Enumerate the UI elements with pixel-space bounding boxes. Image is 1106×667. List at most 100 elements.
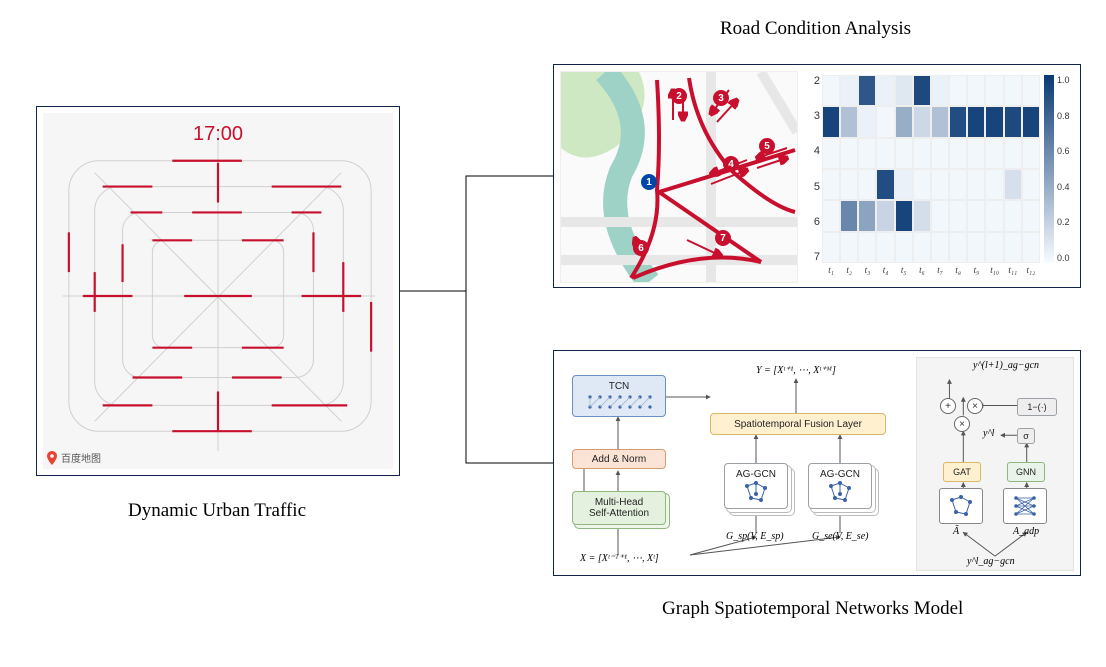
heatmap-cell — [985, 232, 1003, 263]
heatmap-cell — [1004, 106, 1022, 137]
math-gsp: G_sp(V, E_sp) — [726, 531, 784, 542]
heatmap-cell — [949, 138, 967, 169]
heatmap-cell — [822, 138, 840, 169]
math-y-out: Y = [Xᵗ⁺¹, ⋯, Xᵗ⁺ᴹ] — [756, 365, 836, 376]
heatmap-cell — [1022, 138, 1040, 169]
heatmap-x-tick: t₆ — [913, 265, 931, 281]
heatmap-grid — [822, 75, 1040, 263]
block-sigma: σ — [1017, 428, 1035, 444]
intersection-node-7: 7 — [715, 230, 731, 246]
heatmap-y-tick: 3 — [806, 110, 820, 122]
bipartite-icon — [1010, 494, 1040, 518]
heatmap: 234567 t₁t₂t₃t₄t₅t₆t₇t₈t₉t₁₀t₁₁t₁₂ 1.00.… — [806, 71, 1074, 281]
math-x-in: X = [Xᵗ⁻ᵀ⁺¹, ⋯, Xᵗ] — [580, 553, 659, 564]
panel-dynamic-urban-traffic: 17:00 百度地图 — [36, 106, 400, 476]
heatmap-cell — [913, 75, 931, 106]
intersection-node-4: 4 — [723, 156, 739, 172]
heatmap-cell — [985, 200, 1003, 231]
heatmap-cell — [985, 169, 1003, 200]
heatmap-cell — [1022, 200, 1040, 231]
math-Atilde: Ã — [953, 526, 959, 537]
heatmap-x-tick: t₁ — [822, 265, 840, 281]
heatmap-cell — [876, 200, 894, 231]
caption-model: Graph Spatiotemporal Networks Model — [662, 598, 963, 620]
heatmap-cell — [858, 75, 876, 106]
panel-road-condition-analysis: 1234567 234567 t₁t₂t₃t₄t₅t₆t₇t₈t₉t₁₀t₁₁t… — [553, 64, 1081, 288]
heatmap-cell — [967, 232, 985, 263]
heatmap-cell — [985, 75, 1003, 106]
op-mult-2: × — [967, 398, 983, 414]
heatmap-y-tick: 7 — [806, 251, 820, 263]
heatmap-cell — [985, 138, 1003, 169]
heatmap-cell — [895, 75, 913, 106]
colorbar-tick: 0.2 — [1057, 217, 1070, 227]
heatmap-cell — [1022, 75, 1040, 106]
heatmap-cell — [858, 106, 876, 137]
heatmap-x-tick: t₁₁ — [1004, 265, 1022, 281]
heatmap-x-tick: t₃ — [858, 265, 876, 281]
op-mult-1: × — [954, 416, 970, 432]
aggcn-2-label: AG-GCN — [820, 469, 860, 480]
block-addnorm: Add & Norm — [572, 449, 666, 469]
caption-dynamic-urban-traffic: Dynamic Urban Traffic — [128, 500, 306, 522]
colorbar-tick: 0.0 — [1057, 253, 1070, 263]
graph-icon — [741, 480, 771, 504]
heatmap-cell — [967, 200, 985, 231]
heatmap-cell — [895, 169, 913, 200]
heatmap-cell — [931, 232, 949, 263]
heatmap-cell — [840, 169, 858, 200]
heatmap-cell — [840, 200, 858, 231]
heatmap-cell — [949, 169, 967, 200]
heatmap-x-tick: t₄ — [876, 265, 894, 281]
colorbar-tick: 1.0 — [1057, 75, 1070, 85]
title-road-condition-analysis: Road Condition Analysis — [720, 18, 911, 40]
heatmap-cell — [822, 106, 840, 137]
traffic-map-time: 17:00 — [193, 123, 243, 146]
heatmap-cell — [858, 138, 876, 169]
figure-canvas: Road Condition Analysis — [0, 0, 1106, 667]
colorbar-tick: 0.6 — [1057, 146, 1070, 156]
heatmap-cell — [858, 200, 876, 231]
traffic-map: 17:00 百度地图 — [43, 113, 393, 469]
heatmap-cell — [967, 138, 985, 169]
map-logo: 百度地图 — [47, 450, 101, 465]
math-yl: y^l — [983, 428, 994, 439]
heatmap-cell — [858, 169, 876, 200]
heatmap-x-tick: t₉ — [967, 265, 985, 281]
heatmap-cell — [931, 169, 949, 200]
heatmap-y-tick: 2 — [806, 75, 820, 87]
block-mhsa-line2: Self-Attention — [589, 508, 649, 519]
tcn-dots-icon — [584, 393, 654, 411]
intersection-node-2: 2 — [671, 88, 687, 104]
heatmap-cell — [913, 200, 931, 231]
block-tcn-label: TCN — [609, 381, 630, 392]
block-mhsa-line1: Multi-Head — [589, 497, 649, 508]
heatmap-cell — [822, 75, 840, 106]
op-add: + — [940, 398, 956, 414]
heatmap-x-axis: t₁t₂t₃t₄t₅t₆t₇t₈t₉t₁₀t₁₁t₁₂ — [822, 265, 1040, 281]
map-logo-text: 百度地图 — [61, 450, 101, 465]
colorbar-tick: 0.8 — [1057, 111, 1070, 121]
intersection-node-6: 6 — [633, 240, 649, 256]
heatmap-cell — [895, 106, 913, 137]
heatmap-cell — [967, 169, 985, 200]
aggcn-1-label: AG-GCN — [736, 469, 776, 480]
map-pin-icon — [47, 451, 57, 465]
heatmap-cell — [1004, 75, 1022, 106]
panel-A-tilde — [939, 488, 983, 524]
heatmap-cell — [967, 106, 985, 137]
heatmap-cell — [840, 138, 858, 169]
heatmap-cell — [1004, 138, 1022, 169]
colorbar-gradient — [1044, 75, 1054, 263]
math-Aadp: A_adp — [1013, 526, 1039, 537]
heatmap-cell — [913, 138, 931, 169]
intersection-node-5: 5 — [759, 138, 775, 154]
block-aggcn-2: AG-GCN — [808, 463, 872, 509]
heatmap-x-tick: t₇ — [931, 265, 949, 281]
heatmap-cell — [985, 106, 1003, 137]
intersection-node-3: 3 — [713, 90, 729, 106]
heatmap-x-tick: t₁₂ — [1022, 265, 1040, 281]
colorbar-ticks: 1.00.80.60.40.20.0 — [1057, 75, 1070, 263]
heatmap-x-tick: t₂ — [840, 265, 858, 281]
block-tcn: TCN — [572, 375, 666, 417]
